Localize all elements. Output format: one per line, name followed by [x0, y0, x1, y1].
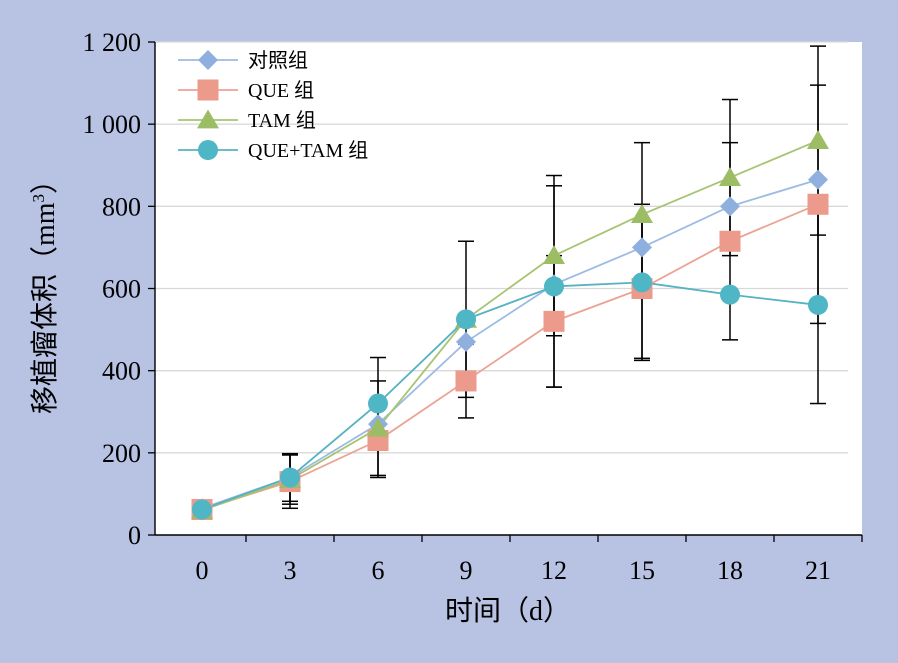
legend-label: QUE+TAM 组 [248, 139, 368, 162]
marker-s1-7 [807, 193, 829, 215]
y-tick-label-3: 600 [102, 275, 141, 304]
y-axis-title-close: ） [29, 166, 61, 194]
y-axis-title: 移植瘤体积（mm3） [29, 166, 61, 414]
x-tick-label-1: 3 [284, 556, 297, 585]
legend-item-0: 对照组 [178, 49, 308, 72]
marker-s3-4 [544, 276, 564, 297]
marker-s0-7 [808, 169, 828, 190]
legend: 对照组 QUE 组 TAM 组 QUE+TAM 组 [178, 49, 368, 162]
x-axis-ticks: 0 3 6 9 12 15 18 21 [196, 535, 863, 585]
x-tick-label-7: 21 [805, 556, 831, 585]
legend-marker [196, 109, 220, 129]
marker-s3-0 [192, 499, 212, 520]
marker-s1-4 [543, 310, 565, 332]
x-tick-label-5: 15 [629, 556, 655, 585]
legend-marker [197, 79, 219, 101]
legend-item-1: QUE 组 [178, 79, 314, 102]
x-tick-label-6: 18 [717, 556, 743, 585]
series-line-0 [201, 178, 819, 510]
x-tick-label-0: 0 [196, 556, 209, 585]
marker-s0-5 [632, 237, 652, 258]
series-line-2 [201, 139, 819, 512]
legend-marker [198, 140, 218, 160]
legend-label: QUE 组 [248, 79, 314, 102]
series-lines [201, 139, 819, 512]
marker-s3-7 [808, 294, 828, 315]
legend-label: TAM 组 [248, 109, 316, 132]
x-tick-label-2: 6 [372, 556, 385, 585]
marker-s2-6 [718, 167, 742, 186]
series-markers [190, 130, 830, 521]
series-line-3 [201, 281, 819, 511]
marker-s1-6 [719, 230, 741, 252]
marker-s2-2 [366, 417, 390, 437]
legend-marker [198, 50, 218, 70]
y-tick-label-5: 1 000 [83, 110, 142, 139]
x-axis-title: 时间（d） [445, 595, 571, 627]
marker-s3-6 [720, 284, 740, 305]
legend-item-2: TAM 组 [178, 109, 316, 132]
marker-s2-5 [630, 204, 654, 223]
y-tick-label-6: 1 200 [83, 28, 142, 57]
legend-label: 对照组 [248, 49, 308, 72]
y-axis-title-main: 移植瘤体积（mm [29, 202, 61, 414]
y-tick-label-1: 200 [102, 439, 141, 468]
y-axis-title-superscript: 3 [29, 194, 48, 203]
x-tick-label-3: 9 [460, 556, 473, 585]
x-tick-label-4: 12 [541, 556, 567, 585]
marker-s0-6 [720, 196, 740, 217]
marker-s0-3 [456, 331, 476, 352]
marker-s1-3 [455, 370, 477, 392]
marker-s3-1 [280, 467, 300, 488]
y-tick-label-0: 0 [128, 521, 141, 550]
marker-s3-5 [632, 272, 652, 293]
marker-s3-3 [456, 309, 476, 330]
marker-s2-7 [806, 130, 830, 149]
marker-s2-4 [542, 245, 566, 265]
series-line-1 [201, 203, 819, 511]
y-axis-ticks: 0 200 400 600 800 1 000 1 200 [83, 28, 155, 550]
legend-item-3: QUE+TAM 组 [178, 139, 368, 162]
y-tick-label-2: 400 [102, 357, 141, 386]
marker-s3-2 [368, 393, 388, 414]
y-tick-label-4: 800 [102, 192, 141, 221]
